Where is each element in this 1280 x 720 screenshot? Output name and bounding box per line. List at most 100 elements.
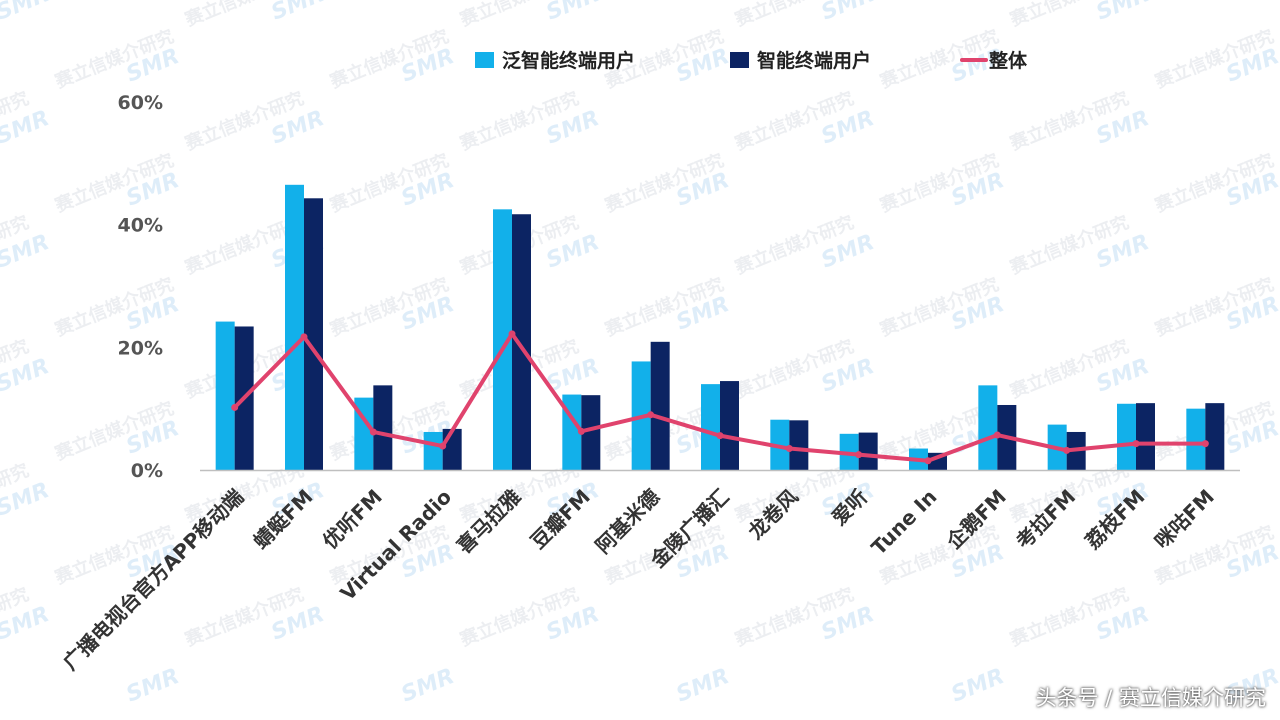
overall-point-8 xyxy=(785,445,793,453)
overall-point-5 xyxy=(577,427,585,435)
legend-label-0: 泛智能终端用户 xyxy=(502,49,635,72)
bar-1-8 xyxy=(789,420,809,470)
bar-0-13 xyxy=(1117,403,1136,470)
overall-point-1 xyxy=(300,333,308,341)
overall-point-14 xyxy=(1201,440,1209,448)
watermark-logo: SMR xyxy=(1093,0,1153,26)
overall-point-6 xyxy=(647,411,655,419)
bar-0-3 xyxy=(423,431,443,470)
watermark-logo: SMR xyxy=(948,664,1008,708)
bar-1-14 xyxy=(1205,403,1225,470)
bar-1-2 xyxy=(373,385,393,470)
x-label-2: 优听FM xyxy=(318,485,387,554)
overall-point-3 xyxy=(439,442,447,450)
legend-swatch-1 xyxy=(730,52,749,68)
x-label-0: 广播电视台官方APP移动端 xyxy=(58,485,248,675)
watermark-logo: SMR xyxy=(818,0,878,26)
watermark-logo: SMR xyxy=(0,0,53,26)
overall-point-0 xyxy=(231,403,239,411)
overall-point-2 xyxy=(369,428,377,436)
y-axis: 0% 20% 40% 60% xyxy=(118,92,163,482)
legend-swatch-0 xyxy=(475,52,494,68)
watermark-logo: SMR xyxy=(123,664,183,708)
overall-line xyxy=(231,330,1209,465)
watermark-logo: SMR xyxy=(673,664,733,708)
legend: 泛智能终端用户 智能终端用户 整体 xyxy=(475,49,1028,72)
y-tick-2: 40% xyxy=(118,215,163,237)
bar-1-9 xyxy=(858,432,878,470)
bar-0-1 xyxy=(285,184,304,471)
overall-point-10 xyxy=(924,457,932,465)
bar-0-11 xyxy=(978,385,998,470)
watermark-logo: SMR xyxy=(398,664,458,708)
bar-0-4 xyxy=(493,209,512,471)
overall-point-4 xyxy=(508,330,516,338)
y-tick-0: 0% xyxy=(131,460,163,482)
overall-point-12 xyxy=(1063,446,1071,454)
x-label-14: 咪咕FM xyxy=(1150,485,1219,554)
bar-0-14 xyxy=(1186,408,1206,470)
overall-point-11 xyxy=(993,431,1001,439)
watermark-logo: SMR xyxy=(543,0,603,26)
bar-1-13 xyxy=(1136,403,1155,470)
bar-0-0 xyxy=(215,321,235,470)
legend-label-1: 智能终端用户 xyxy=(757,49,871,72)
y-tick-1: 20% xyxy=(118,337,163,359)
overall-point-13 xyxy=(1132,440,1140,448)
bar-1-7 xyxy=(720,381,739,470)
bar-1-1 xyxy=(304,198,323,470)
legend-label-2: 整体 xyxy=(989,49,1028,72)
overall-point-7 xyxy=(716,432,724,440)
bar-1-5 xyxy=(581,395,601,470)
bar-0-7 xyxy=(701,384,720,470)
bar-1-6 xyxy=(650,341,670,470)
overall-point-9 xyxy=(855,451,863,459)
watermark-logo: SMR xyxy=(268,0,328,26)
bar-1-3 xyxy=(442,428,462,470)
y-tick-3: 60% xyxy=(118,92,163,114)
bar-1-4 xyxy=(512,214,531,470)
footer-credit: 头条号 / 赛立信媒介研究 xyxy=(1035,686,1266,710)
